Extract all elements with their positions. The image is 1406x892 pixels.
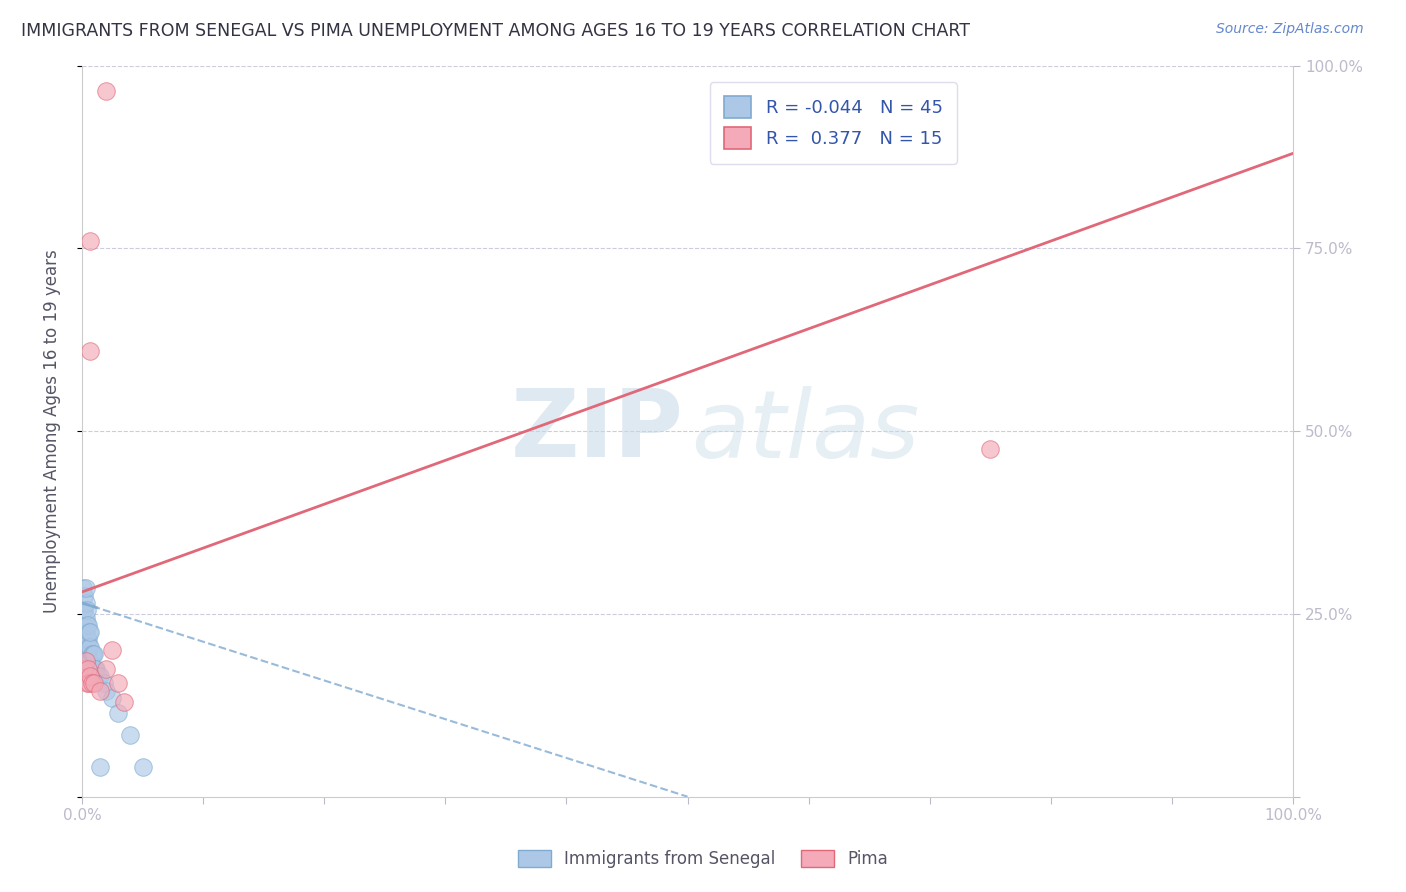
Point: [79, 625, 101, 640]
Point: [101, 643, 124, 657]
Point: [96, 84, 118, 98]
Point: [76, 603, 98, 617]
Point: [80, 676, 103, 690]
Point: [82, 647, 104, 661]
Point: [75, 655, 97, 669]
Point: [77, 640, 100, 654]
Text: Source: ZipAtlas.com: Source: ZipAtlas.com: [1216, 22, 1364, 37]
Point: [77, 662, 100, 676]
Point: [79, 234, 101, 248]
Point: [77, 618, 100, 632]
Point: [73, 632, 96, 647]
Point: [76, 662, 98, 676]
Point: [120, 727, 142, 741]
Point: [86, 669, 108, 683]
Point: [107, 706, 129, 720]
Point: [76, 647, 98, 661]
Point: [89, 760, 111, 774]
Point: [77, 676, 100, 690]
Point: [107, 676, 129, 690]
Point: [82, 662, 104, 676]
Point: [75, 655, 97, 669]
Point: [131, 760, 153, 774]
Point: [75, 582, 97, 596]
Point: [75, 610, 97, 624]
Point: [79, 343, 101, 358]
Point: [80, 647, 103, 661]
Y-axis label: Unemployment Among Ages 16 to 19 years: Unemployment Among Ages 16 to 19 years: [44, 249, 60, 613]
Point: [93, 676, 115, 690]
Legend: R = -0.044   N = 45, R =  0.377   N = 15: R = -0.044 N = 45, R = 0.377 N = 15: [710, 82, 957, 164]
Point: [80, 662, 103, 676]
Text: ZIP: ZIP: [510, 385, 683, 477]
Point: [83, 647, 105, 661]
Point: [79, 640, 101, 654]
Point: [76, 618, 98, 632]
Point: [89, 669, 111, 683]
Point: [89, 683, 111, 698]
Point: [112, 695, 135, 709]
Point: [83, 662, 105, 676]
Point: [77, 655, 100, 669]
Point: [77, 625, 100, 640]
Point: [96, 683, 118, 698]
Point: [79, 655, 101, 669]
Text: atlas: atlas: [692, 385, 920, 476]
Point: [79, 669, 101, 683]
Point: [72, 582, 94, 596]
Legend: Immigrants from Senegal, Pima: Immigrants from Senegal, Pima: [512, 843, 894, 875]
Point: [72, 625, 94, 640]
Point: [75, 640, 97, 654]
Point: [73, 647, 96, 661]
Point: [76, 676, 98, 690]
Point: [77, 662, 100, 676]
Point: [72, 603, 94, 617]
Point: [86, 662, 108, 676]
Point: [83, 676, 105, 690]
Point: [75, 625, 97, 640]
Point: [77, 632, 100, 647]
Point: [76, 632, 98, 647]
Point: [75, 596, 97, 610]
Point: [73, 589, 96, 603]
Point: [73, 662, 96, 676]
Point: [979, 442, 1001, 457]
Point: [77, 647, 100, 661]
Text: IMMIGRANTS FROM SENEGAL VS PIMA UNEMPLOYMENT AMONG AGES 16 TO 19 YEARS CORRELATI: IMMIGRANTS FROM SENEGAL VS PIMA UNEMPLOY…: [21, 22, 970, 40]
Point: [96, 662, 118, 676]
Point: [84, 662, 107, 676]
Point: [73, 603, 96, 617]
Point: [73, 618, 96, 632]
Point: [101, 690, 124, 705]
